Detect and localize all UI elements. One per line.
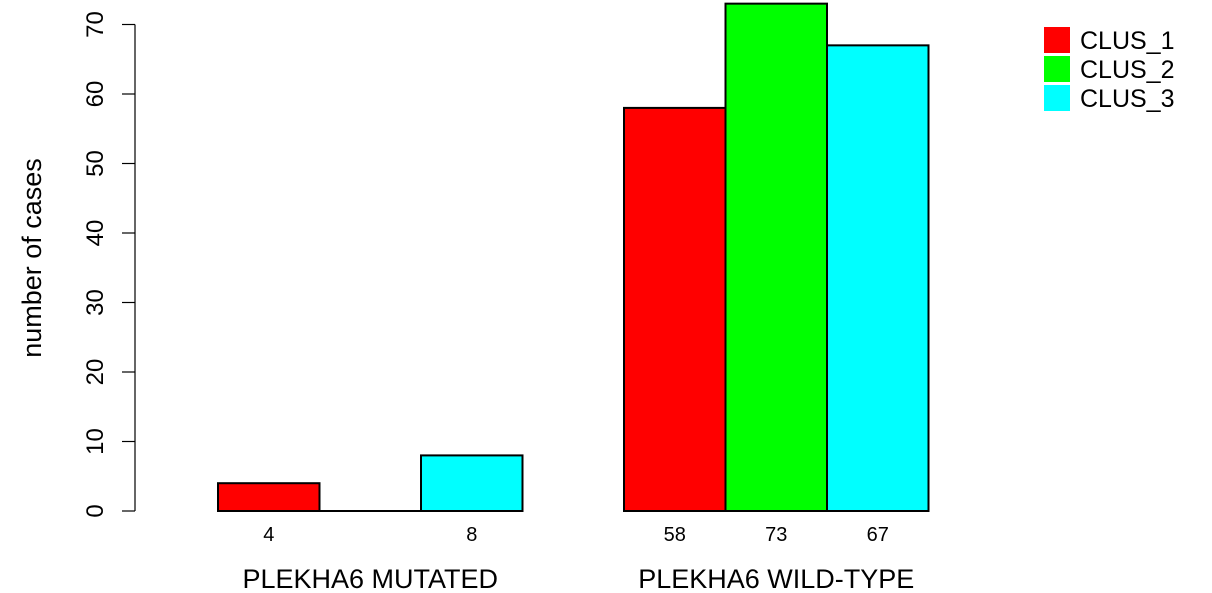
- category-label: PLEKHA6 WILD-TYPE: [638, 564, 914, 593]
- bar-clus-1: [623, 106, 727, 513]
- group-labels: PLEKHA6 MUTATED PLEKHA6 WILD-TYPE: [242, 564, 914, 593]
- bar-clus-1: [217, 482, 321, 513]
- bar-value-label: 4: [263, 524, 274, 546]
- bar-value-label: 58: [664, 524, 686, 546]
- y-tick-label: 40: [82, 220, 109, 247]
- value-labels: 4 8 58 73 67: [263, 524, 889, 546]
- bar-clus-2: [724, 2, 828, 513]
- bars: [217, 2, 930, 513]
- bar-value-label: 67: [867, 524, 889, 546]
- legend-label: CLUS_1: [1080, 27, 1175, 55]
- legend-swatch: [1044, 27, 1070, 53]
- y-axis-label: number of cases: [17, 158, 47, 358]
- legend-label: CLUS_2: [1080, 56, 1175, 84]
- y-tick-label: 10: [82, 428, 109, 455]
- bar-value-label: 8: [466, 524, 477, 546]
- legend-swatch: [1044, 56, 1070, 82]
- bar-clus-3: [826, 44, 930, 512]
- y-tick-label: 60: [82, 81, 109, 108]
- y-tick-label: 20: [82, 359, 109, 386]
- legend-swatch: [1044, 85, 1070, 111]
- bar-clus-3: [420, 454, 524, 512]
- category-label: PLEKHA6 MUTATED: [242, 564, 498, 593]
- y-tick-label: 50: [82, 150, 109, 177]
- bar-value-label: 73: [765, 524, 787, 546]
- y-axis: 0 10 20 30 40 50 60 70: [82, 11, 136, 518]
- y-tick-label: 0: [82, 504, 109, 517]
- legend-label: CLUS_3: [1080, 85, 1175, 113]
- y-tick-label: 30: [82, 289, 109, 316]
- y-tick-label: 70: [82, 11, 109, 38]
